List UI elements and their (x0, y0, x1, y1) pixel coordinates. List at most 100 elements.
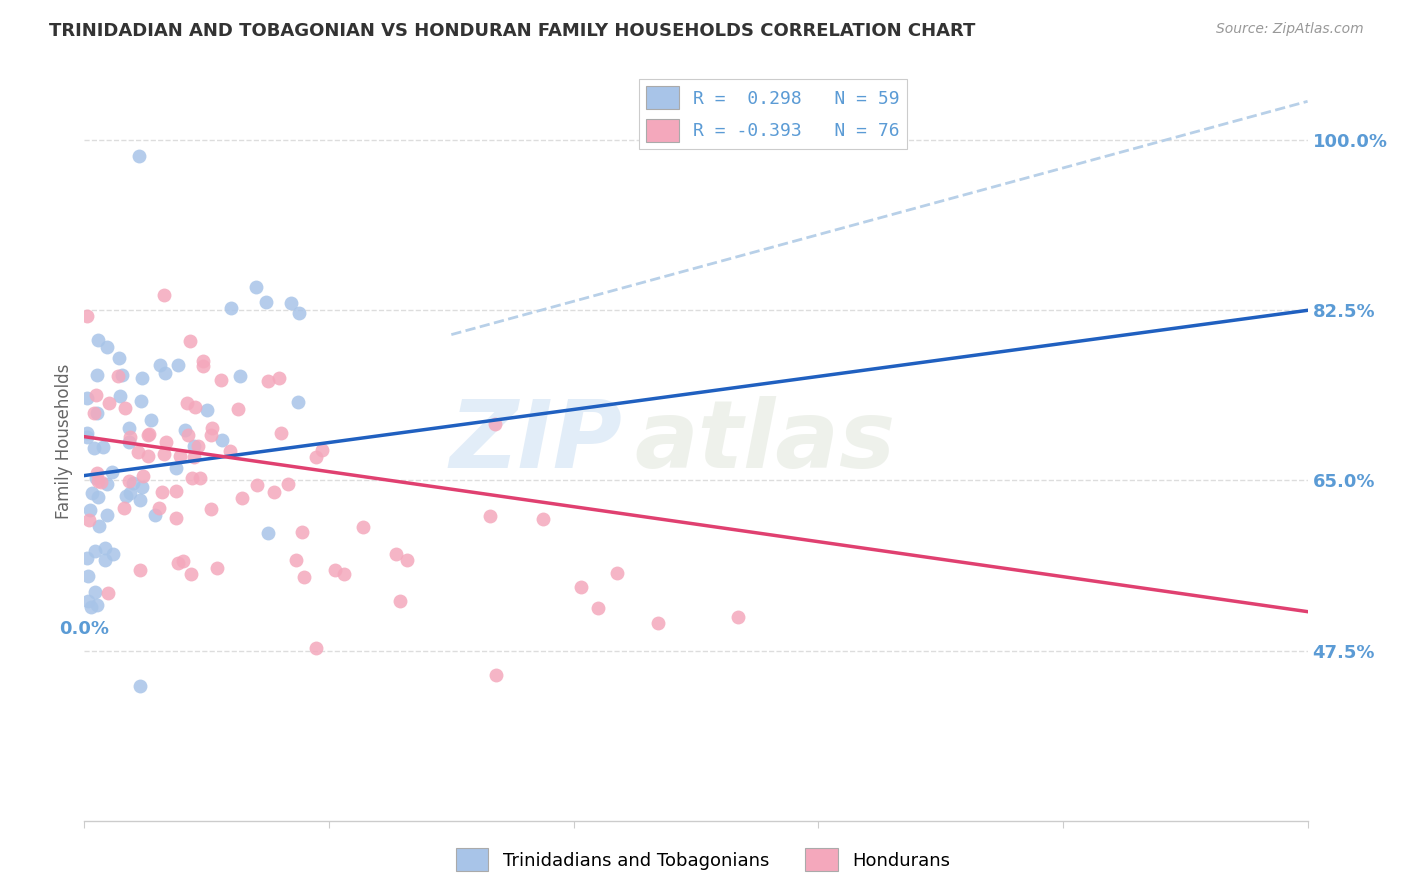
Point (183, 450, 205, 464)
Point (172, 554, 194, 568)
Point (187, 438, 209, 452)
Point (167, 556, 190, 570)
Point (183, 439, 205, 453)
Legend: R =  0.298   N = 59, R = -0.393   N = 76: R = 0.298 N = 59, R = -0.393 N = 76 (640, 79, 907, 149)
Point (77, 594, 100, 608)
Point (396, 553, 419, 567)
Point (200, 502, 222, 516)
Point (87, 333, 110, 347)
Text: Source: ZipAtlas.com: Source: ZipAtlas.com (1216, 22, 1364, 37)
Point (96, 508, 118, 522)
Point (108, 389, 131, 403)
Point (246, 478, 269, 492)
Point (131, 371, 153, 385)
Point (280, 296, 302, 310)
Point (129, 393, 152, 408)
Point (263, 484, 285, 499)
Point (77, 513, 100, 527)
Point (83, 441, 105, 455)
Point (86, 406, 108, 420)
Point (94, 553, 117, 567)
Point (311, 443, 333, 458)
Point (209, 373, 232, 387)
Point (179, 334, 201, 349)
Point (83, 407, 105, 421)
Point (87, 519, 110, 533)
Point (86, 491, 108, 505)
Point (200, 428, 222, 442)
Point (211, 434, 233, 448)
Point (195, 402, 218, 417)
Point (287, 395, 309, 409)
Point (188, 471, 211, 485)
Point (101, 547, 124, 561)
Point (152, 447, 174, 461)
Point (76, 391, 98, 405)
Point (270, 425, 292, 440)
Point (388, 593, 411, 607)
Point (96, 476, 118, 491)
Point (82, 486, 104, 500)
Point (155, 434, 177, 449)
Point (108, 351, 131, 366)
Point (484, 417, 506, 431)
Point (76, 425, 98, 440)
Point (76, 550, 98, 565)
Point (205, 560, 228, 574)
Point (727, 610, 749, 624)
Legend: Trinidadians and Tobagonians, Hondurans: Trinidadians and Tobagonians, Hondurans (449, 841, 957, 879)
Point (165, 461, 187, 475)
Point (76, 430, 98, 444)
Point (77, 569, 100, 583)
Text: TRINIDADIAN AND TOBAGONIAN VS HONDURAN FAMILY HOUSEHOLDS CORRELATION CHART: TRINIDADIAN AND TOBAGONIAN VS HONDURAN F… (49, 22, 976, 40)
Point (569, 580, 592, 594)
Point (201, 421, 224, 435)
Point (305, 641, 328, 656)
Point (165, 483, 187, 498)
Point (219, 301, 242, 316)
Point (479, 509, 502, 524)
Point (294, 570, 316, 584)
Point (231, 491, 253, 506)
Text: ZIP: ZIP (450, 395, 623, 488)
Point (586, 600, 609, 615)
Point (226, 402, 249, 417)
Point (352, 520, 374, 534)
Text: 0.0%: 0.0% (59, 620, 110, 638)
Point (169, 449, 191, 463)
Point (267, 370, 290, 384)
Point (229, 368, 252, 383)
Point (165, 511, 187, 525)
Point (176, 396, 198, 410)
Point (114, 401, 136, 415)
Point (176, 427, 198, 442)
Point (84, 471, 107, 485)
Point (97, 586, 120, 600)
Point (86, 368, 108, 383)
Point (150, 484, 173, 499)
Point (83, 585, 105, 599)
Point (174, 423, 197, 437)
Point (136, 449, 159, 463)
Point (118, 475, 141, 489)
Point (86, 599, 108, 613)
Point (96, 340, 118, 354)
Point (287, 306, 309, 320)
Point (131, 480, 153, 494)
Point (181, 471, 204, 485)
Point (115, 490, 138, 504)
Point (112, 501, 135, 516)
Point (94, 541, 117, 555)
Point (219, 444, 242, 458)
Point (131, 469, 153, 483)
Point (120, 430, 142, 444)
Point (606, 566, 628, 580)
Text: atlas: atlas (636, 395, 896, 488)
Point (117, 421, 139, 435)
Point (129, 680, 152, 694)
Point (87, 474, 110, 488)
Point (180, 566, 202, 581)
Point (107, 368, 129, 383)
Point (485, 668, 508, 682)
Point (153, 287, 176, 301)
